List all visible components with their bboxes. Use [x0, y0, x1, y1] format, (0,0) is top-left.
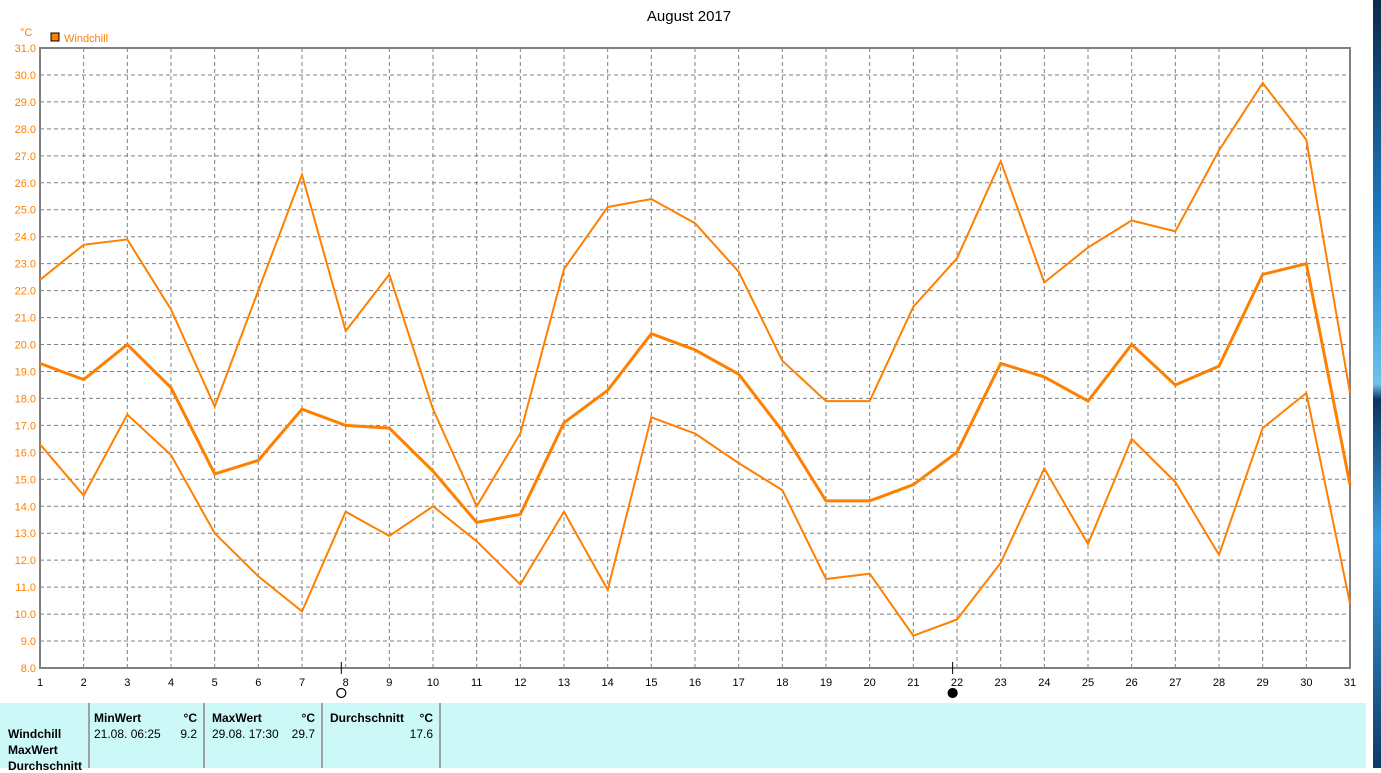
avg-value: 17.6	[409, 727, 433, 741]
x-tick-label: 18	[776, 677, 788, 689]
legend-swatch	[50, 32, 60, 42]
x-tick-label: 26	[1126, 677, 1138, 689]
max-date: 29.08. 17:30	[212, 727, 279, 741]
min-date: 21.08. 06:25	[94, 727, 161, 741]
y-tick-label: 21.0	[15, 313, 36, 325]
x-tick-label: 30	[1300, 677, 1312, 689]
legend-label: Windchill	[64, 33, 108, 45]
x-tick-label: 14	[602, 677, 614, 689]
y-tick-label: 9.0	[21, 636, 36, 648]
max-value: 29.7	[291, 727, 315, 741]
x-tick-label: 15	[645, 677, 657, 689]
x-tick-label: 6	[255, 677, 261, 689]
min-header: MinWert	[94, 711, 142, 725]
y-tick-label: 27.0	[15, 151, 36, 163]
x-tick-label: 11	[471, 677, 482, 689]
y-tick-label: 15.0	[15, 474, 36, 486]
x-tick-label: 3	[124, 677, 130, 689]
y-tick-label: 19.0	[15, 366, 36, 378]
x-tick-label: 21	[907, 677, 919, 689]
y-tick-label: 26.0	[15, 178, 36, 190]
y-tick-label: 12.0	[15, 555, 36, 567]
y-tick-label: 17.0	[15, 420, 36, 432]
new-moon-icon	[947, 687, 958, 699]
x-tick-label: 27	[1169, 677, 1181, 689]
x-tick-label: 7	[299, 677, 305, 689]
y-tick-label: 24.0	[15, 232, 36, 244]
x-tick-label: 29	[1257, 677, 1269, 689]
y-tick-label: 31.0	[15, 43, 36, 55]
x-tick-label: 8	[343, 677, 349, 689]
row-label: Windchill	[8, 727, 62, 741]
series-line-2	[39, 391, 1351, 637]
avg-unit: °C	[419, 711, 433, 725]
x-tick-label: 17	[733, 677, 745, 689]
series-line-1	[39, 261, 1352, 525]
x-tick-label: 20	[864, 677, 876, 689]
y-tick-label: 25.0	[15, 205, 36, 217]
x-tick-label: 23	[995, 677, 1007, 689]
y-tick-label: 8.0	[21, 663, 36, 675]
x-tick-label: 22	[951, 677, 963, 689]
x-tick-label: 12	[514, 677, 526, 689]
x-tick-label: 13	[558, 677, 570, 689]
max-column: MaxWert °C 29.08. 17:30 29.7	[205, 703, 323, 768]
x-tick-label: 16	[689, 677, 701, 689]
row-label: Durchschnitt	[8, 759, 83, 773]
min-value: 9.2	[180, 727, 197, 741]
chart-title: August 2017	[647, 8, 731, 25]
x-tick-label: 2	[81, 677, 87, 689]
x-tick-label: 28	[1213, 677, 1225, 689]
series-line-0	[39, 81, 1351, 509]
y-tick-label: 29.0	[15, 97, 36, 109]
y-tick-label: 13.0	[15, 528, 36, 540]
y-tick-label: 18.0	[15, 393, 36, 405]
y-tick-label: 23.0	[15, 259, 36, 271]
x-tick-label: 24	[1038, 677, 1050, 689]
x-tick-label: 19	[820, 677, 832, 689]
desktop-background-strip	[1373, 0, 1381, 768]
y-tick-label: 20.0	[15, 340, 36, 352]
min-unit: °C	[183, 711, 197, 725]
windchill-chart: 8.09.010.011.012.013.014.015.016.017.018…	[15, 8, 1356, 699]
plot-frame	[39, 47, 1351, 669]
x-tick-label: 31	[1344, 677, 1356, 689]
x-tick-label: 10	[427, 677, 439, 689]
y-tick-label: 22.0	[15, 286, 36, 298]
min-column: MinWert °C 21.08. 06:25 9.2	[90, 703, 205, 768]
x-tick-label: 25	[1082, 677, 1094, 689]
y-tick-label: 30.0	[15, 70, 36, 82]
y-tick-label: 11.0	[15, 582, 36, 594]
x-tick-label: 1	[37, 677, 43, 689]
max-unit: °C	[301, 711, 315, 725]
y-tick-label: 10.0	[15, 609, 36, 621]
avg-column: Durchschnitt °C 17.6	[323, 703, 441, 768]
avg-header: Durchschnitt	[330, 711, 405, 725]
max-header: MaxWert	[212, 711, 262, 725]
full-moon-icon	[336, 687, 347, 699]
y-tick-label: 14.0	[15, 501, 36, 513]
y-axis-unit: °C	[20, 27, 32, 39]
x-tick-label: 5	[212, 677, 218, 689]
statistics-table: Windchill MaxWert Durchschnitt MinWert °…	[0, 703, 1366, 773]
x-tick-label: 9	[386, 677, 392, 689]
row-label: MaxWert	[8, 743, 58, 757]
row-labels: Windchill MaxWert Durchschnitt	[0, 703, 90, 773]
x-tick-label: 4	[168, 677, 174, 689]
y-tick-label: 28.0	[15, 124, 36, 136]
y-tick-label: 16.0	[15, 447, 36, 459]
